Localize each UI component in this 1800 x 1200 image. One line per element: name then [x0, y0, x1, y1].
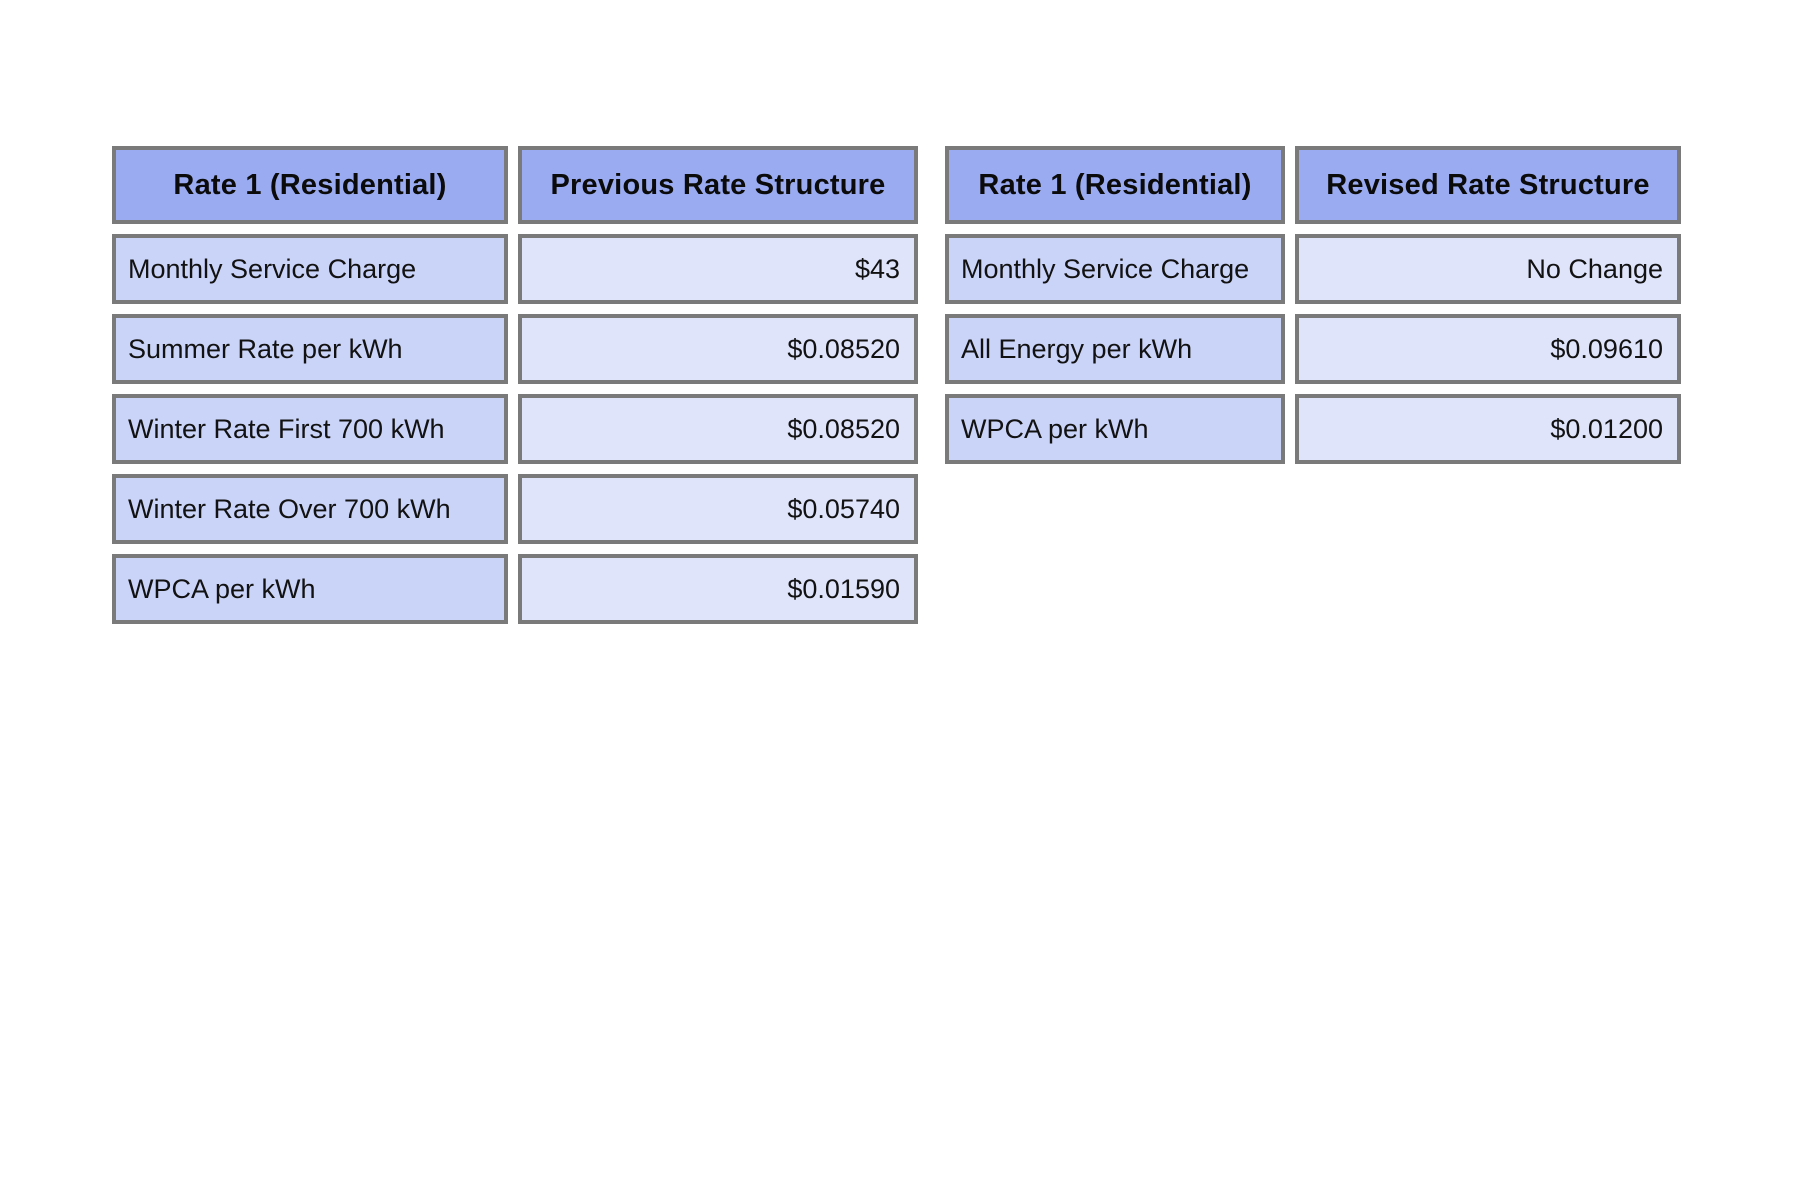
row-value-cell: $0.01200: [1295, 394, 1681, 464]
row-value-cell: No Change: [1295, 234, 1681, 304]
row-label-cell: Monthly Service Charge: [112, 234, 508, 304]
header-cell-structure: Previous Rate Structure: [518, 146, 918, 224]
row-label-cell: WPCA per kWh: [112, 554, 508, 624]
row-value-cell: $43: [518, 234, 918, 304]
row-label-cell: Winter Rate Over 700 kWh: [112, 474, 508, 544]
header-cell-structure: Revised Rate Structure: [1295, 146, 1681, 224]
row-value-cell: $0.05740: [518, 474, 918, 544]
row-value-cell: $0.01590: [518, 554, 918, 624]
row-value-cell: $0.09610: [1295, 314, 1681, 384]
row-label-cell: All Energy per kWh: [945, 314, 1285, 384]
row-label-cell: Winter Rate First 700 kWh: [112, 394, 508, 464]
row-label-cell: Summer Rate per kWh: [112, 314, 508, 384]
row-value-cell: $0.08520: [518, 314, 918, 384]
revised-rate-table: Rate 1 (Residential) Revised Rate Structu…: [945, 146, 1681, 464]
previous-rate-table: Rate 1 (Residential) Previous Rate Struct…: [112, 146, 918, 624]
header-cell-rate-class: Rate 1 (Residential): [112, 146, 508, 224]
row-label-cell: WPCA per kWh: [945, 394, 1285, 464]
row-label-cell: Monthly Service Charge: [945, 234, 1285, 304]
header-cell-rate-class: Rate 1 (Residential): [945, 146, 1285, 224]
row-value-cell: $0.08520: [518, 394, 918, 464]
